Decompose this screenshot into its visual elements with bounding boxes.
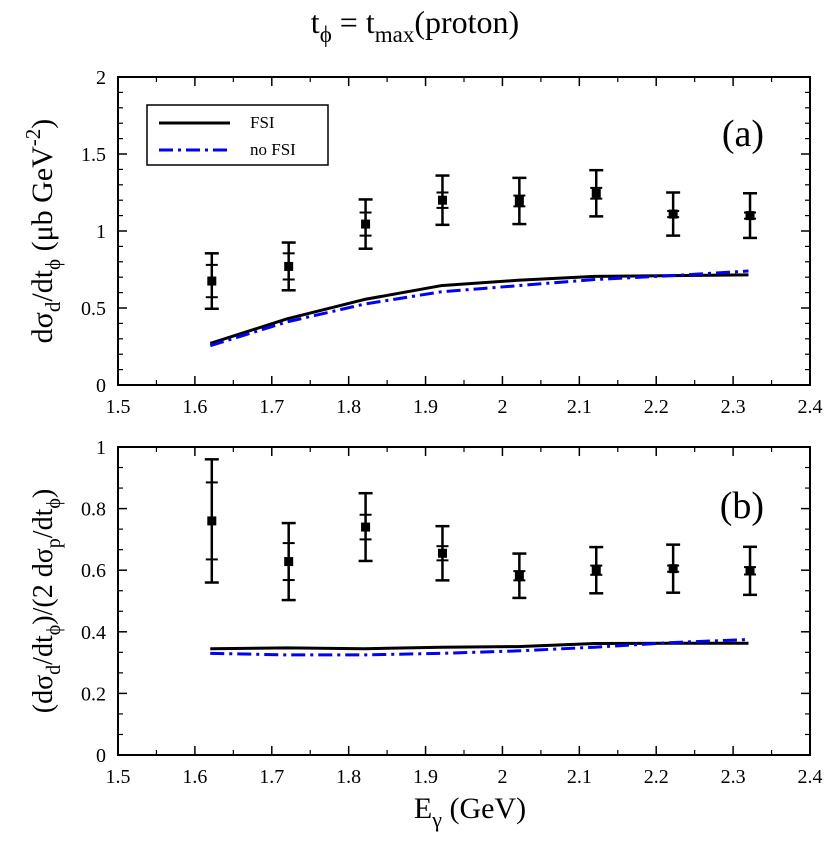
y-title-b-b: d [43,665,65,675]
data-point-a [745,211,755,221]
x-tick-label-b: 2.3 [721,766,746,788]
data-point-b [745,566,755,576]
x-tick-label-b: 1.7 [259,766,284,788]
x-tick-label-b: 1.5 [106,766,131,788]
x-tick-label-a: 2.4 [798,396,823,418]
x-axis-title: Eγ (GeV) [414,792,526,832]
legend-label-nofsi: no FSI [250,140,296,159]
y-tick-label-b: 0.4 [81,622,106,644]
series-nofsi-line-a [209,269,749,348]
y-tick-label-b: 0.8 [81,499,106,521]
x-tick-label-a: 2.1 [567,396,592,418]
panel-a: 1.5 1.6 1.7 1.8 1.9 2 2.1 2.2 2.3 2.4 0 0.5 1 1.5 2 FS… [21,67,823,418]
legend-box [146,104,329,166]
x-tick-label-a: 2.2 [644,396,669,418]
x-tick-label-a: 2.3 [721,396,746,418]
y-title-b-a: (dσ [28,675,59,713]
x-tick-label-b: 2.4 [798,766,823,788]
data-point-a [207,276,217,286]
figure-title-sub2: max [375,22,415,47]
data-point-a [514,196,524,206]
legend-label-fsi: FSI [250,113,275,132]
figure-title-sub1: ϕ [320,22,332,47]
x-tick-label-a: 1.9 [413,396,438,418]
data-point-a [284,261,294,271]
x-title-tail: (GeV) [442,792,526,825]
x-tick-label-a: 1.7 [259,396,284,418]
y-title-b-f: p [43,538,65,548]
data-point-a [437,195,447,205]
y-title-a-c: /dt [26,269,59,301]
y-tick-label-a: 0 [96,375,106,397]
data-point-b [514,571,524,581]
y-axis-title-b: (dσd/dtϕ)/(2 dσp/dtϕ) [28,489,65,713]
x-tick-label-b: 1.9 [413,766,438,788]
y-title-a-g: ) [26,119,59,129]
data-point-a [591,188,601,198]
x-tick-label-a: 1.6 [182,396,207,418]
data-point-b [591,565,601,575]
y-tick-label-b: 1 [96,437,106,459]
y-title-b-h: ϕ [43,498,65,509]
y-tick-label-a: 1.5 [81,144,106,166]
plot-frame-b [117,446,811,756]
series-fsi-line-b [210,641,749,651]
x-title-sub: γ [431,807,442,832]
y-axis-title-a: dσd/dtϕ (μb GeV-2) [21,119,65,344]
data-point-b [207,516,217,526]
y-tick-label-a: 0.5 [81,298,106,320]
y-title-b-c: /dt [28,635,59,665]
figure-title-base: t [311,4,320,40]
x-tick-label-b: 2.1 [567,766,592,788]
y-title-b-e: )/(2 dσ [28,548,59,625]
x-title-base: E [414,792,432,825]
y-tick-label-b: 0.6 [81,560,106,582]
figure-title: tϕ = tmax(proton) [311,4,519,47]
data-point-a [668,209,678,219]
y-title-a-f: -2 [21,129,45,147]
x-tick-label-a: 1.8 [336,396,361,418]
panel-label-a: (a) [722,113,764,155]
y-title-b-d: ϕ [43,625,65,636]
x-tick-label-b: 1.8 [336,766,361,788]
data-point-b [361,522,371,532]
x-tick-label-b: 2.2 [644,766,669,788]
x-tick-label-a: 1.5 [106,396,131,418]
figure-title-tail: (proton) [414,4,519,40]
x-tick-label-a: 2 [497,396,507,418]
y-title-a-b: d [41,301,65,312]
series-nofsi-line-b [210,638,749,657]
y-title-a-e: (μb GeV [26,146,59,259]
y-title-a-d: ϕ [41,259,65,270]
y-tick-label-b: 0 [96,745,106,767]
data-point-b [284,557,294,567]
y-tick-label-b: 0.2 [81,683,106,705]
figure-title-mid: = t [332,4,375,40]
series-fsi-line-a [209,273,749,345]
y-title-b-i: ) [28,489,59,498]
panel-label-b: (b) [720,485,764,527]
data-point-a [361,219,371,229]
y-tick-label-a: 2 [96,67,106,89]
x-tick-label-b: 2 [497,766,507,788]
x-tick-label-b: 1.6 [182,766,207,788]
y-title-b-g: /dt [28,508,59,538]
legend: FSI no FSI [146,104,329,166]
panel-b: 1.5 1.6 1.7 1.8 1.9 2 2.1 2.2 2.3 2.4 0 0.2 0.4 0.6 0.… [28,437,823,788]
y-tick-label-a: 1 [96,221,106,243]
y-title-a-a: dσ [26,312,59,343]
data-point-b [668,564,678,574]
data-point-b [437,548,447,558]
